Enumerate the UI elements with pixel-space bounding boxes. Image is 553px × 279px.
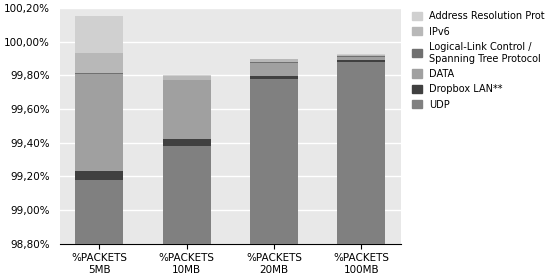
- Bar: [163, 76, 211, 80]
- Bar: [163, 139, 211, 146]
- Bar: [337, 62, 385, 244]
- Bar: [250, 76, 298, 79]
- Bar: [337, 57, 385, 60]
- Bar: [75, 74, 123, 171]
- Bar: [163, 75, 211, 76]
- Bar: [75, 16, 123, 53]
- Bar: [250, 79, 298, 244]
- Bar: [250, 62, 298, 63]
- Bar: [75, 180, 123, 244]
- Bar: [75, 171, 123, 180]
- Bar: [337, 55, 385, 56]
- Bar: [250, 63, 298, 76]
- Bar: [250, 59, 298, 62]
- Legend: Address Resolution Prot, IPv6, Logical-Link Control /
Spanning Tree Protocol, DA: Address Resolution Prot, IPv6, Logical-L…: [409, 8, 548, 112]
- Bar: [337, 56, 385, 57]
- Bar: [75, 53, 123, 73]
- Bar: [75, 73, 123, 74]
- Bar: [163, 80, 211, 139]
- Bar: [337, 60, 385, 62]
- Bar: [163, 146, 211, 244]
- Bar: [337, 54, 385, 55]
